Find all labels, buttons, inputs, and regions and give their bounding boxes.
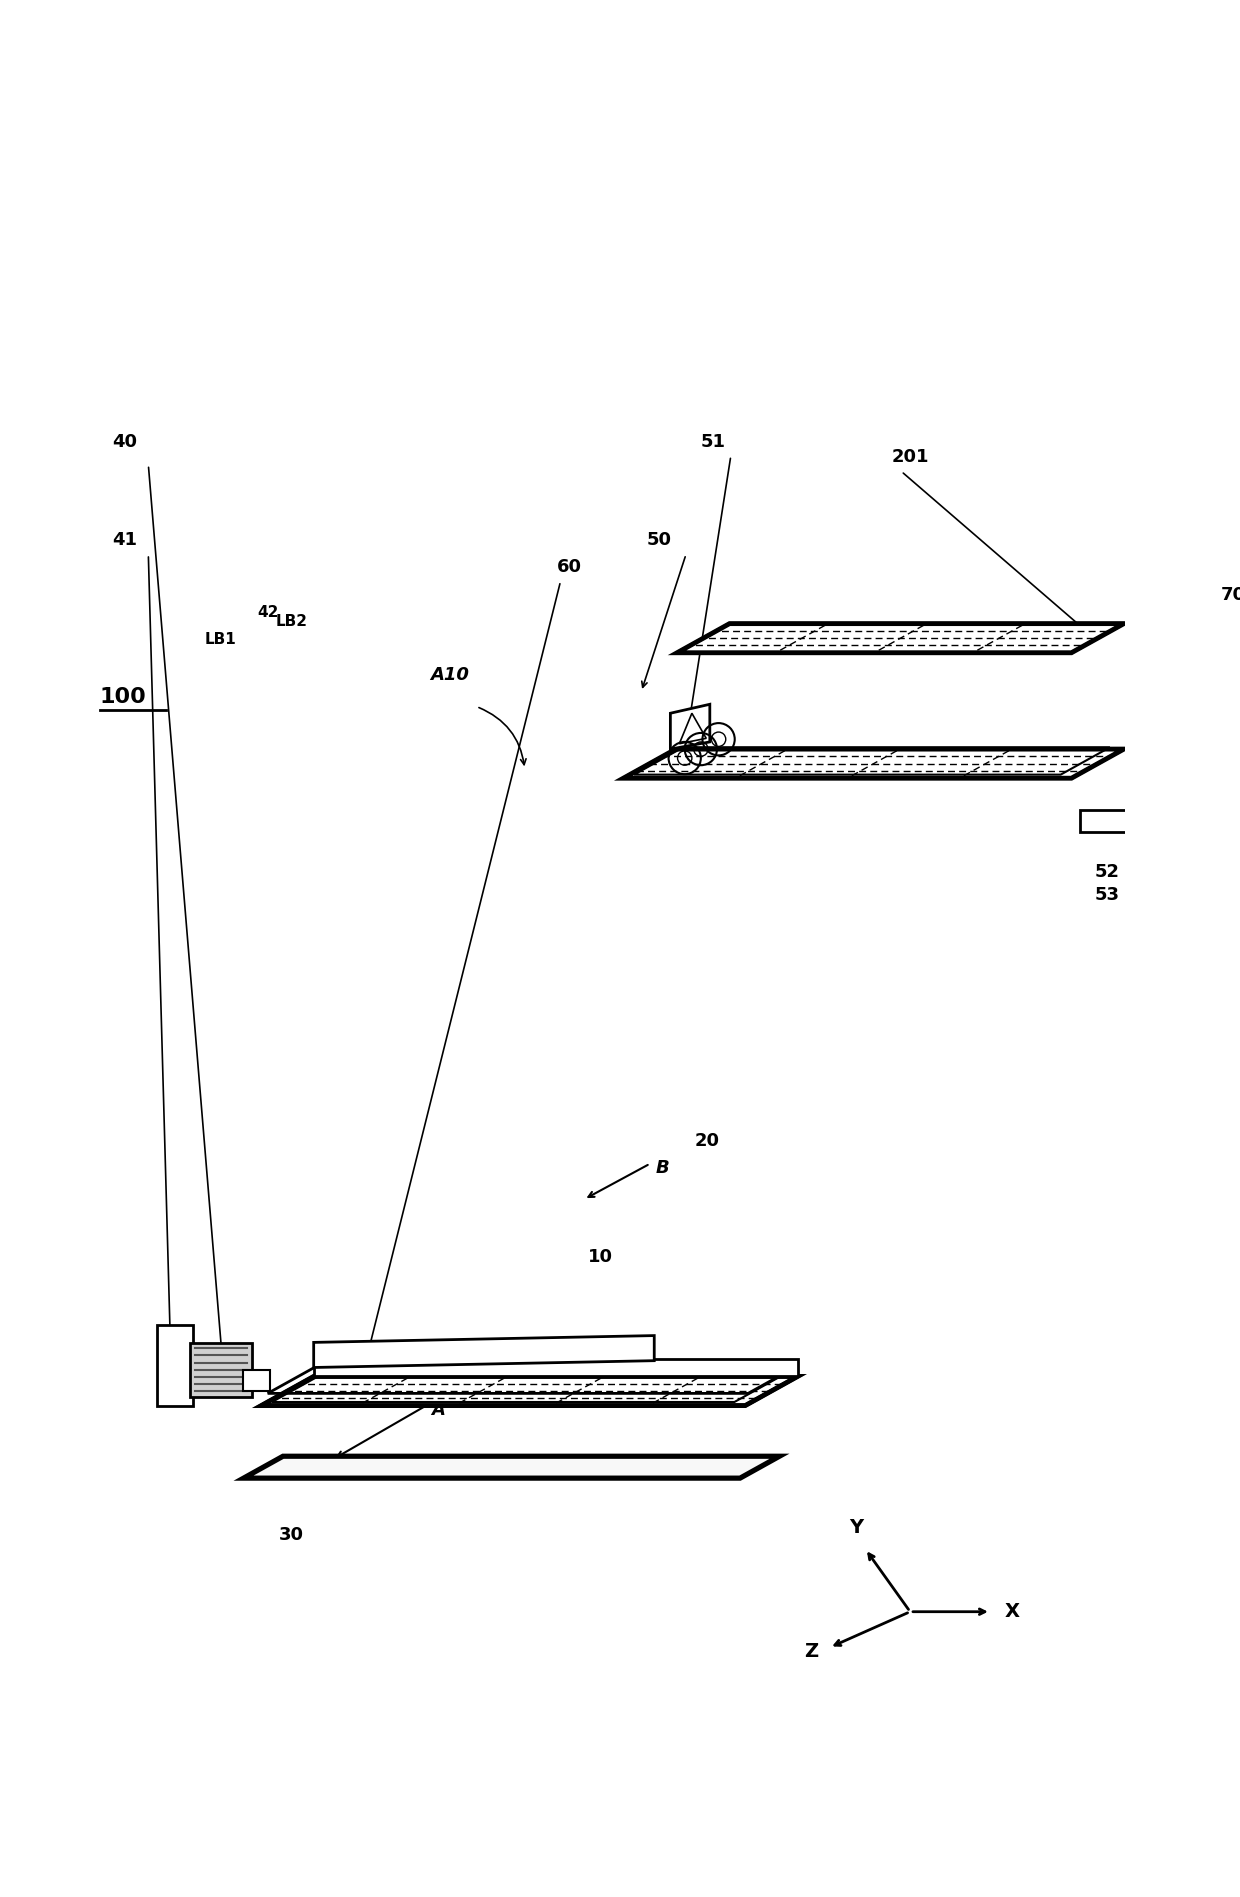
Polygon shape [677, 624, 1123, 653]
Text: 40: 40 [113, 433, 138, 451]
Text: 53: 53 [1095, 886, 1120, 905]
Text: 201: 201 [892, 448, 929, 467]
Text: 60: 60 [557, 558, 582, 577]
Polygon shape [671, 704, 709, 749]
Polygon shape [243, 1370, 270, 1391]
Polygon shape [247, 1457, 776, 1478]
Text: 52: 52 [1095, 863, 1120, 880]
Polygon shape [314, 1335, 655, 1368]
Text: Z: Z [805, 1641, 818, 1660]
Polygon shape [157, 1324, 193, 1406]
Polygon shape [624, 749, 1123, 778]
Polygon shape [1080, 725, 1152, 833]
Polygon shape [262, 1377, 797, 1406]
Text: X: X [1006, 1603, 1021, 1622]
Bar [1161, 554, 1240, 635]
Text: B: B [656, 1159, 670, 1176]
Text: LB1: LB1 [205, 632, 236, 647]
Text: 30: 30 [279, 1525, 304, 1544]
Text: 42: 42 [258, 605, 279, 620]
Text: 10: 10 [588, 1248, 613, 1265]
Text: 100: 100 [100, 687, 146, 706]
Text: 20: 20 [696, 1133, 720, 1150]
Polygon shape [314, 1358, 797, 1377]
Text: A10: A10 [430, 666, 469, 683]
Text: 51: 51 [701, 433, 725, 451]
Polygon shape [247, 1457, 776, 1478]
Text: LB2: LB2 [275, 615, 308, 630]
Text: A: A [432, 1400, 445, 1419]
Text: 41: 41 [113, 531, 138, 550]
Text: 50: 50 [647, 531, 672, 550]
Text: Y: Y [849, 1518, 863, 1537]
Polygon shape [190, 1343, 252, 1396]
Text: 70: 70 [1220, 586, 1240, 605]
